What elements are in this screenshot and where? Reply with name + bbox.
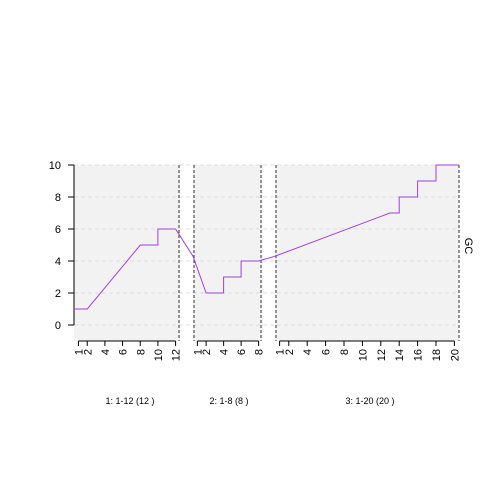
x-tick-label-s3-1: 1 [275, 349, 287, 355]
x-tick-label-s3-2: 2 [284, 349, 296, 355]
x-tick-label-s2-6: 6 [236, 349, 248, 355]
x-tick-label-s3-18: 18 [431, 349, 443, 361]
x-tick-label-s2-1: 1 [192, 349, 204, 355]
y-tick-label-4: 4 [55, 256, 61, 268]
series-connector-2-3 [258, 255, 276, 262]
x-tick-label-s3-4: 4 [302, 349, 314, 355]
y-tick-label-6: 6 [55, 224, 61, 236]
y-tick-label-0: 0 [55, 320, 61, 332]
x-tick-label-s1-10: 10 [153, 349, 165, 361]
series-line-segment-3 [274, 164, 459, 257]
x-tick-label-s1-1: 1 [73, 349, 85, 355]
x-tick-label-s2-8: 8 [254, 349, 266, 355]
series-connector-1-2 [175, 228, 194, 257]
x-tick-label-s1-6: 6 [118, 349, 130, 355]
panel-background-2 [193, 165, 263, 341]
x-tick-label-s3-16: 16 [413, 349, 425, 361]
y-tick-label-10: 10 [49, 160, 61, 172]
x-tick-label-s2-2: 2 [201, 349, 213, 355]
y-tick-label-2: 2 [55, 288, 61, 300]
series-line-segment-2 [192, 256, 259, 294]
x-tick-label-s3-12: 12 [376, 349, 388, 361]
x-tick-label-s1-8: 8 [135, 349, 147, 355]
x-tick-label-s1-2: 2 [82, 349, 94, 355]
x-tick-label-s1-12: 12 [171, 349, 183, 361]
x-tick-label-s1-4: 4 [100, 349, 112, 355]
x-tick-label-s3-6: 6 [321, 349, 333, 355]
segment-label-1: 1: 1-12 (12 ) [105, 396, 154, 406]
y-axis-label: GC [462, 238, 474, 255]
x-tick-label-s3-20: 20 [449, 349, 461, 361]
panel-background-1 [74, 165, 180, 341]
panel-background-3 [275, 165, 459, 341]
x-tick-label-s2-4: 4 [219, 349, 231, 355]
x-tick-label-s3-10: 10 [357, 349, 369, 361]
x-tick-label-s3-8: 8 [339, 349, 351, 355]
segment-label-3: 3: 1-20 (20 ) [345, 396, 394, 406]
segment-label-2: 2: 1-8 (8 ) [209, 396, 248, 406]
x-tick-label-s3-14: 14 [394, 349, 406, 361]
series-line-segment-1 [74, 228, 176, 310]
y-tick-label-8: 8 [55, 192, 61, 204]
